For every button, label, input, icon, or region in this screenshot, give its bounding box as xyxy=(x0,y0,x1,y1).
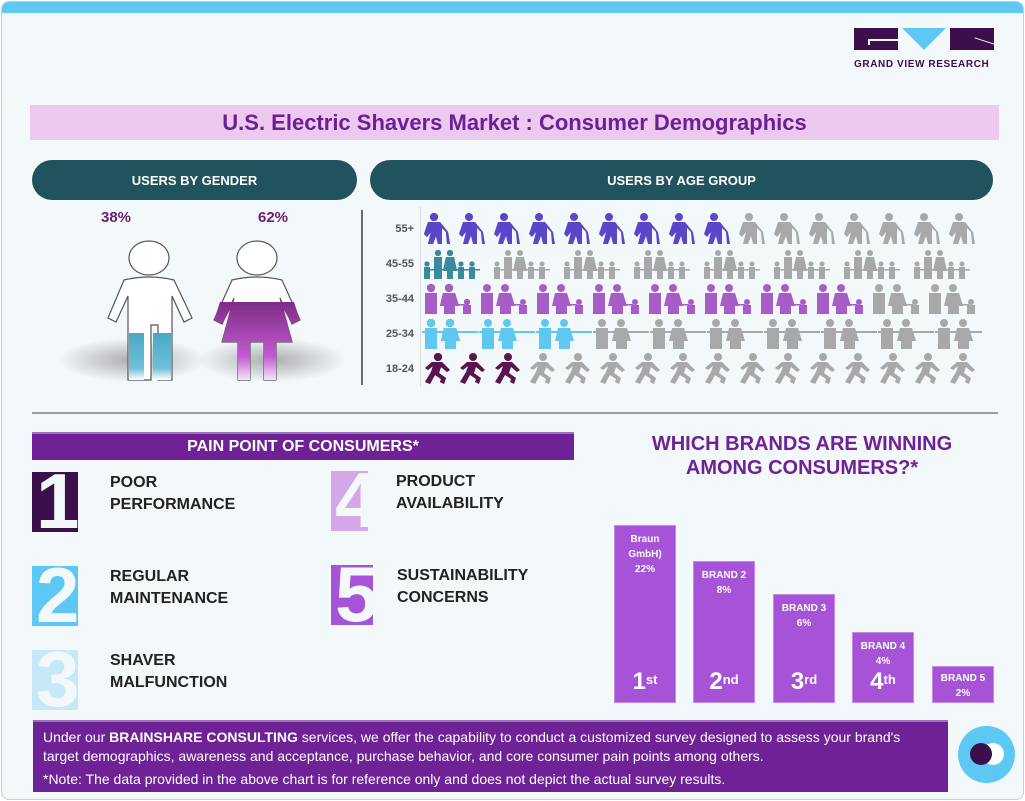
bar-label: Braun GmbH) 22% xyxy=(628,534,662,575)
top-accent-bar xyxy=(2,2,1023,13)
bar-label: BRAND 3 6% xyxy=(781,603,827,629)
parents-child-icon xyxy=(425,284,975,314)
bar-rank: 3rd xyxy=(790,668,818,695)
age-row-35-44: 35-44 xyxy=(362,282,982,316)
brand-bar-2: BRAND 2 8% 2nd xyxy=(693,561,755,703)
brands-chart-title: WHICH BRANDS ARE WINNING AMONG CONSUMERS… xyxy=(651,433,953,479)
female-percentage: 62% xyxy=(258,209,289,226)
logo-text: GRAND VIEW RESEARCH xyxy=(854,59,990,70)
disclaimer-note: *Note: The data provided in the above ch… xyxy=(43,771,726,787)
bar-label: BRAND 5 2% xyxy=(940,673,986,699)
brainshare-badge-icon xyxy=(958,726,1015,783)
pain-point-label: SHAVER MALFUNCTION xyxy=(110,652,228,691)
age-label: 18-24 xyxy=(385,363,414,375)
age-label: 45-55 xyxy=(385,258,414,270)
bar-rank: 2nd xyxy=(709,668,739,695)
pain-point-label: SUSTAINABILITY CONCERNS xyxy=(397,567,529,606)
bar-label: BRAND 2 8% xyxy=(701,570,747,596)
age-label: 25-34 xyxy=(385,328,414,340)
age-row-18-24: 18-24 xyxy=(362,352,982,386)
male-percentage: 38% xyxy=(101,209,132,226)
users-by-age-heading: USERS BY AGE GROUP xyxy=(370,160,993,200)
pain-point-label: REGULAR MAINTENANCE xyxy=(110,568,229,607)
section-divider-vertical xyxy=(361,210,363,385)
pain-point-1: 1 POOR PERFORMANCE xyxy=(32,472,235,532)
age-label: 35-44 xyxy=(385,293,414,305)
gender-figures-icon xyxy=(57,240,347,382)
brand-bar-3: BRAND 3 6% 3rd xyxy=(773,594,835,703)
grand-view-research-logo: GRAND VIEW RESEARCH xyxy=(854,28,998,70)
female-figure xyxy=(213,240,301,381)
page-title-band: U.S. Electric Shavers Market : Consumer … xyxy=(30,105,999,140)
age-row-55-plus: 55+ xyxy=(362,212,982,246)
number-1-icon: 1 xyxy=(32,472,78,532)
brand-bar-1: Braun GmbH) 22% 1st xyxy=(614,525,676,703)
family-group-icon xyxy=(424,250,970,279)
age-row-45-55: 45-55 xyxy=(362,247,982,281)
page-title: U.S. Electric Shavers Market : Consumer … xyxy=(222,109,807,135)
male-figure xyxy=(107,240,193,381)
logo-mark-icon xyxy=(854,28,998,50)
number-3-icon: 3 xyxy=(32,650,78,710)
age-row-25-34: 25-34 xyxy=(362,317,982,351)
consulting-description: Under our BRAINSHARE CONSULTING services… xyxy=(43,729,901,764)
brainshare-consulting-note: Under our BRAINSHARE CONSULTING services… xyxy=(33,720,948,792)
bar-rank: 4th xyxy=(870,668,896,695)
number-4-icon: 4 xyxy=(331,471,368,531)
couple-holding-hands-icon xyxy=(422,319,982,349)
elderly-with-cane-icon xyxy=(424,213,975,244)
age-label: 55+ xyxy=(395,223,414,235)
pain-point-label: POOR PERFORMANCE xyxy=(110,474,236,513)
pain-points-heading: PAIN POINT OF CONSUMERS* xyxy=(32,432,574,460)
bar-rank: 1st xyxy=(632,668,658,695)
pain-point-label: PRODUCT AVAILABILITY xyxy=(396,473,504,512)
running-person-icon xyxy=(425,353,975,384)
section-divider-horizontal xyxy=(32,412,998,414)
users-by-gender-heading: USERS BY GENDER xyxy=(32,160,357,200)
number-2-icon: 2 xyxy=(32,566,78,626)
pain-point-2: 2 REGULAR MAINTENANCE xyxy=(32,566,228,626)
bar-label: BRAND 4 4% xyxy=(860,641,906,667)
age-axis-line xyxy=(420,207,421,387)
number-5-icon: 5 xyxy=(331,565,373,625)
pain-point-3: 3 SHAVER MALFUNCTION xyxy=(32,650,227,710)
brand-bar-5: BRAND 5 2% xyxy=(932,666,994,703)
brand-bar-4: BRAND 4 4% 4th xyxy=(852,632,914,703)
